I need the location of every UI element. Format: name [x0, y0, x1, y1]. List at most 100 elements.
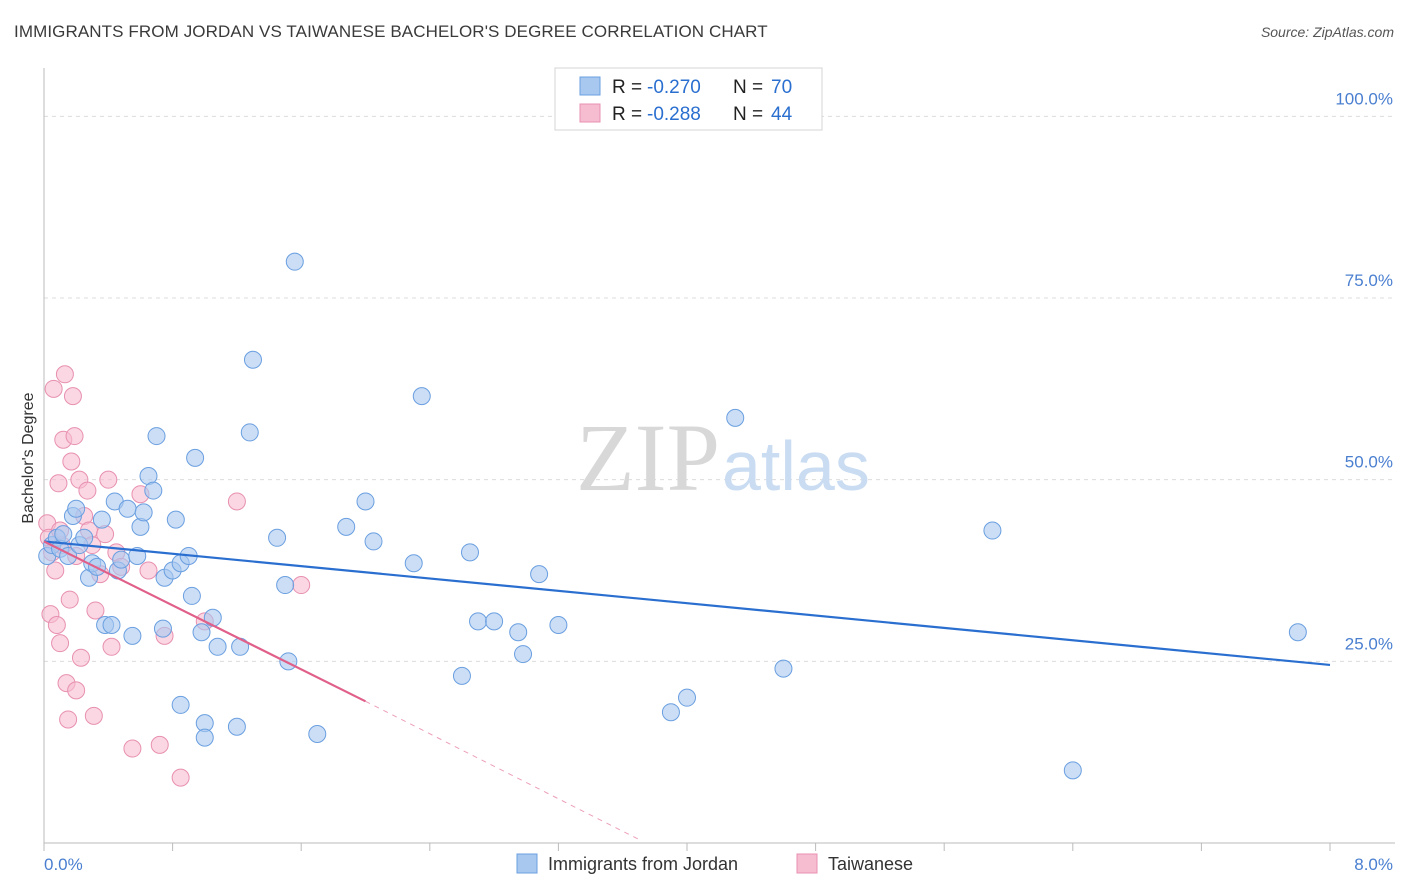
series-immigrants-from-jordan: [38, 252, 1307, 780]
trend-line-taiwanese-extension: [365, 700, 640, 840]
y-tick-labels: 25.0% 50.0% 75.0% 100.0%: [1335, 89, 1393, 653]
data-point: [147, 427, 166, 446]
data-point: [285, 252, 304, 271]
y-axis-label: Bachelor's Degree: [20, 392, 37, 523]
data-point: [195, 728, 214, 747]
data-point: [227, 492, 246, 511]
data-point: [983, 521, 1002, 540]
data-point: [661, 703, 680, 722]
data-point: [123, 626, 142, 645]
data-point: [134, 503, 153, 522]
data-point: [192, 623, 211, 642]
x-ticks: [43, 843, 1331, 851]
data-point: [774, 659, 793, 678]
data-point: [243, 350, 262, 369]
legend-n-label: N =: [733, 104, 763, 125]
data-point: [171, 695, 190, 714]
x-tick-label-min: 0.0%: [44, 855, 83, 874]
data-point: [71, 648, 90, 667]
data-point: [47, 616, 66, 634]
data-point: [452, 666, 471, 685]
data-point: [268, 528, 287, 547]
data-point: [469, 612, 488, 631]
data-point: [49, 474, 68, 493]
legend-swatch-jordan: [516, 853, 538, 874]
legend-label-taiwanese: Taiwanese: [828, 854, 913, 874]
data-point: [118, 499, 137, 518]
y-tick-label: 75.0%: [1345, 271, 1393, 290]
data-point: [54, 525, 73, 544]
stats-legend: R = -0.270 N = 70 R = -0.288 N = 44: [554, 67, 823, 131]
legend-swatch-taiwanese: [796, 853, 818, 874]
data-point: [292, 576, 311, 595]
legend-n-value: 44: [771, 104, 793, 125]
x-tick-label-max: 8.0%: [1354, 855, 1393, 874]
data-point: [92, 510, 111, 529]
data-point: [186, 448, 205, 467]
legend-r-label: R =: [612, 104, 642, 125]
data-point: [153, 619, 172, 638]
data-point: [123, 739, 142, 758]
watermark-zip: ZIP: [576, 404, 720, 511]
series-legend: Immigrants from Jordan Taiwanese: [516, 853, 913, 874]
data-point: [44, 379, 63, 398]
data-point: [208, 637, 227, 656]
data-point: [1063, 761, 1082, 780]
data-point: [337, 517, 356, 536]
data-point: [46, 561, 65, 580]
data-point: [514, 645, 533, 664]
data-point: [227, 717, 246, 736]
legend-label-jordan: Immigrants from Jordan: [548, 854, 738, 874]
axes: [43, 68, 1395, 844]
legend-n-value: 70: [771, 77, 792, 98]
data-point: [412, 387, 431, 406]
data-point: [171, 768, 190, 787]
y-tick-label: 100.0%: [1335, 89, 1393, 108]
data-point: [60, 590, 79, 609]
data-point: [308, 725, 327, 743]
data-point: [509, 623, 528, 642]
grid-lines: [44, 115, 1392, 662]
data-point: [460, 543, 479, 562]
data-point: [102, 616, 121, 634]
y-tick-label: 25.0%: [1345, 634, 1393, 653]
data-point: [182, 586, 201, 605]
legend-swatch-pink: [579, 103, 601, 123]
data-point: [112, 550, 131, 569]
data-point: [51, 634, 70, 653]
data-point: [99, 470, 118, 489]
data-point: [356, 492, 375, 511]
data-point: [139, 561, 158, 580]
data-point: [276, 576, 295, 595]
data-point: [63, 387, 82, 406]
data-point: [485, 612, 504, 631]
legend-r-value: -0.270: [647, 77, 701, 98]
trend-line-jordan: [43, 540, 1331, 667]
data-point: [166, 510, 185, 529]
data-point: [131, 517, 150, 536]
data-point: [240, 423, 259, 442]
data-point: [86, 601, 105, 620]
data-point: [530, 565, 549, 584]
data-point: [102, 637, 121, 656]
data-point: [726, 408, 745, 427]
data-point: [678, 688, 696, 707]
data-point: [65, 427, 84, 446]
data-point: [67, 499, 86, 518]
chart-title: IMMIGRANTS FROM JORDAN VS TAIWANESE BACH…: [14, 22, 768, 41]
data-point: [279, 652, 298, 671]
data-point: [55, 365, 74, 384]
trend-line-taiwanese: [43, 540, 366, 703]
legend-r-value: -0.288: [647, 104, 701, 125]
data-point: [67, 681, 86, 700]
data-point: [96, 525, 115, 544]
data-point: [78, 481, 97, 500]
watermark-atlas: atlas: [722, 427, 870, 505]
legend-swatch-blue: [579, 76, 601, 96]
legend-r-label: R =: [612, 77, 642, 98]
data-point: [62, 452, 81, 471]
data-point: [59, 710, 78, 729]
y-tick-label: 50.0%: [1345, 453, 1393, 472]
data-point: [203, 608, 222, 627]
